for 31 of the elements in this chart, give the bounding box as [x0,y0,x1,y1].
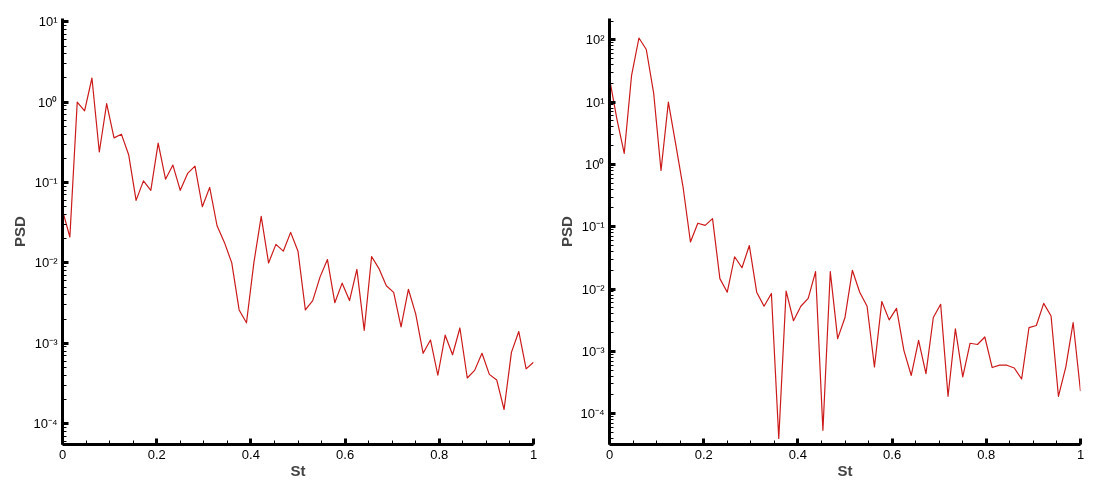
x-tick-label: 0.8 [977,446,996,462]
y-tick-label: 10⁻³ [581,343,606,359]
x-tick-label: 0.2 [694,446,713,462]
x-tick-label: 0.2 [147,446,166,462]
y-tick-label: 10¹ [585,94,606,110]
y-tick-label: 10⁻² [581,281,606,297]
x-tick-label: 0 [605,446,614,462]
x-tick-label: 0.4 [241,446,260,462]
y-axis-title: PSD [11,215,29,247]
x-axis-title: St [837,461,853,479]
y-tick-label: 10⁻² [34,255,59,271]
x-tick-label: 1 [529,446,538,462]
y-tick-label: 10² [585,32,606,48]
x-tick-label: 1 [1076,446,1085,462]
line-series [609,37,1081,440]
y-tick-label: 10⁻³ [34,335,59,351]
x-tick-label: 0 [58,446,67,462]
y-tick-label: 10⁻⁴ [33,416,58,432]
y-tick-label: 10⁰ [38,94,58,110]
x-tick-label: 0.6 [336,446,355,462]
y-tick-label: 10⁻¹ [34,175,59,191]
x-tick-label: 0.8 [430,446,449,462]
y-tick-label: 10⁰ [585,156,605,172]
y-axis-title: PSD [558,215,576,247]
x-tick-label: 0.4 [788,446,807,462]
y-tick-label: 10¹ [38,14,59,30]
y-tick-label: 10⁻¹ [581,219,606,235]
y-tick-label: 10⁻⁴ [580,406,605,422]
x-axis-title: St [290,461,306,479]
x-tick-label: 0.6 [883,446,902,462]
line-series [62,77,534,411]
